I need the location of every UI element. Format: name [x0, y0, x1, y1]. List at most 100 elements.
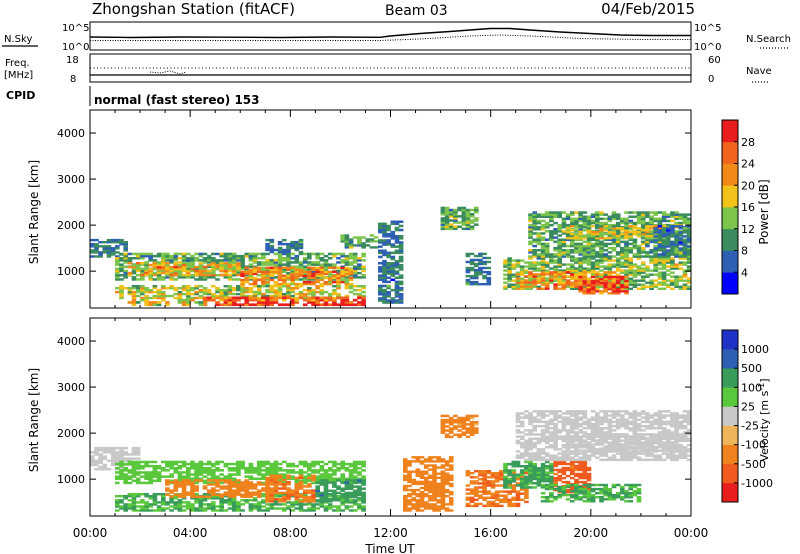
range-cell [344, 493, 350, 497]
range-cell [661, 239, 667, 242]
range-cell [599, 275, 604, 279]
range-cell [549, 217, 554, 221]
range-cell [227, 273, 233, 277]
range-cell [261, 268, 266, 271]
range-cell [206, 507, 212, 510]
range-cell [215, 263, 220, 267]
range-cell [307, 270, 312, 274]
range-cell [378, 284, 383, 288]
range-cell [198, 509, 204, 512]
range-cell [582, 271, 588, 274]
range-cell [148, 477, 153, 480]
range-cell [611, 233, 617, 236]
range-cell [440, 484, 446, 488]
range-cell [161, 265, 166, 269]
range-cell [586, 244, 592, 248]
range-cell [436, 505, 441, 508]
range-cell [557, 257, 562, 260]
range-cell [428, 490, 433, 494]
range-cell [332, 491, 337, 495]
range-cell [582, 240, 588, 244]
range-cell [670, 235, 675, 238]
range-cell [532, 228, 537, 231]
range-cell [403, 505, 408, 508]
range-cell [261, 301, 266, 304]
range-cell [256, 495, 262, 498]
range-cell [186, 265, 191, 268]
range-cell [165, 271, 170, 275]
range-cell [169, 276, 174, 279]
range-cell [578, 249, 583, 252]
range-cell [219, 288, 224, 292]
range-cell [252, 485, 258, 488]
range-cell [140, 464, 145, 468]
range-cell [490, 476, 496, 479]
range-cell [565, 255, 571, 258]
range-cell [628, 257, 633, 260]
range-cell [636, 255, 642, 258]
range-cell [194, 489, 199, 492]
range-cell [219, 481, 224, 485]
range-cell [632, 221, 638, 225]
range-cell [403, 468, 408, 471]
nave-dip [149, 70, 187, 75]
range-cell [382, 222, 387, 226]
range-cell [403, 499, 408, 502]
range-cell [540, 267, 546, 270]
range-cell [352, 479, 358, 482]
range-cell [252, 276, 258, 280]
range-cell [582, 249, 588, 252]
range-cell [503, 467, 508, 470]
range-cell [649, 221, 654, 225]
range-cell [590, 267, 596, 270]
range-cell [269, 250, 275, 254]
range-cell [90, 255, 95, 258]
range-cell [269, 497, 275, 501]
range-cell [286, 497, 291, 501]
range-cell [190, 288, 195, 292]
range-cell [628, 219, 633, 223]
range-cell [177, 267, 183, 271]
range-cell [227, 469, 233, 472]
range-cell [590, 242, 596, 246]
range-cell [557, 211, 562, 214]
range-cell [615, 257, 621, 260]
range-cell [190, 503, 195, 506]
range-cell [620, 263, 625, 266]
range-cell [327, 278, 333, 282]
range-cell [507, 471, 512, 474]
range-cell [261, 489, 266, 492]
range-cell [248, 268, 254, 271]
range-cell [298, 242, 304, 246]
range-cell [599, 277, 604, 281]
range-cell [540, 226, 546, 229]
range-cell [294, 276, 300, 280]
range-cell [302, 464, 308, 468]
range-cell [169, 278, 174, 281]
range-cell [131, 473, 137, 476]
range-cell [177, 298, 183, 302]
range-cell [102, 457, 108, 460]
range-cell [231, 261, 237, 264]
range-cell [252, 272, 258, 276]
range-cell [273, 507, 279, 510]
range-cell [319, 292, 325, 296]
range-cell [365, 238, 371, 241]
range-cell [348, 285, 354, 288]
range-cell [628, 249, 633, 252]
range-cell [590, 213, 596, 216]
range-cell [670, 227, 675, 230]
range-cell [670, 279, 675, 282]
range-cell [261, 298, 266, 302]
range-cell [486, 470, 492, 473]
range-cell [432, 470, 437, 473]
range-cell [273, 263, 279, 266]
range-cell [173, 479, 179, 482]
range-cell [144, 475, 149, 478]
range-cell [135, 290, 141, 294]
range-cell [361, 509, 366, 512]
range-cell [282, 460, 287, 464]
range-cell [570, 238, 575, 241]
range-cell [240, 292, 245, 296]
range-cell [277, 303, 283, 307]
